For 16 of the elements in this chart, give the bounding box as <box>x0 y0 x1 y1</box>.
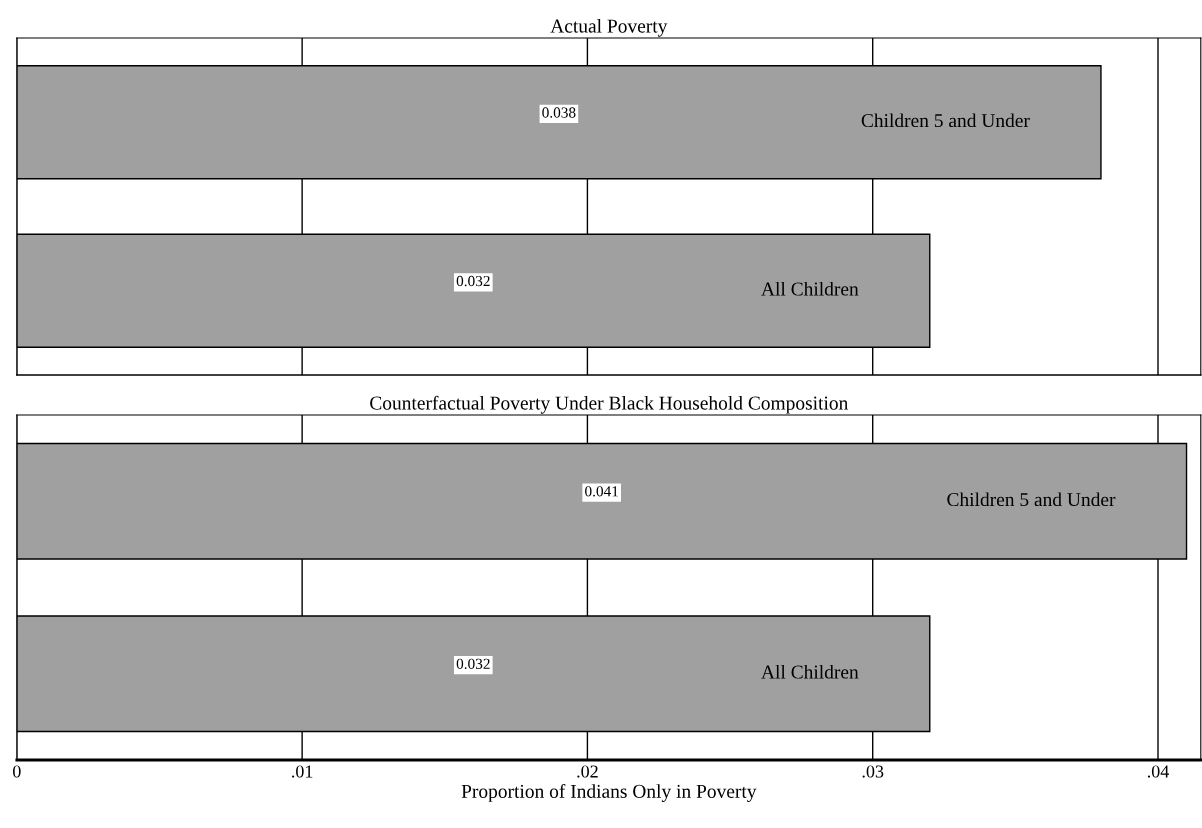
data-label: 0.032 <box>456 275 490 287</box>
y-tick-label: All Children <box>761 281 859 296</box>
y-tick-label: All Children <box>761 664 859 679</box>
chart-title: Actual Poverty <box>550 18 668 37</box>
chart-title: Counterfactual Poverty Under Black Household Composition <box>370 395 849 414</box>
data-label: 0.032 <box>456 658 490 670</box>
data-label: 0.038 <box>542 107 576 118</box>
x-tick-label: .02 <box>577 765 598 778</box>
y-tick-label: Children 5 and Under <box>947 492 1116 507</box>
data-label: 0.041 <box>585 486 618 497</box>
x-tick-label: .04 <box>1147 765 1170 778</box>
x-axis-title: Proportion of Indians Only in Poverty <box>461 784 757 802</box>
x-tick-label: .03 <box>862 765 884 778</box>
x-tick-label: 0 <box>13 765 21 778</box>
x-tick-label: .01 <box>292 765 313 778</box>
y-tick-label: Children 5 and Under <box>861 113 1030 128</box>
